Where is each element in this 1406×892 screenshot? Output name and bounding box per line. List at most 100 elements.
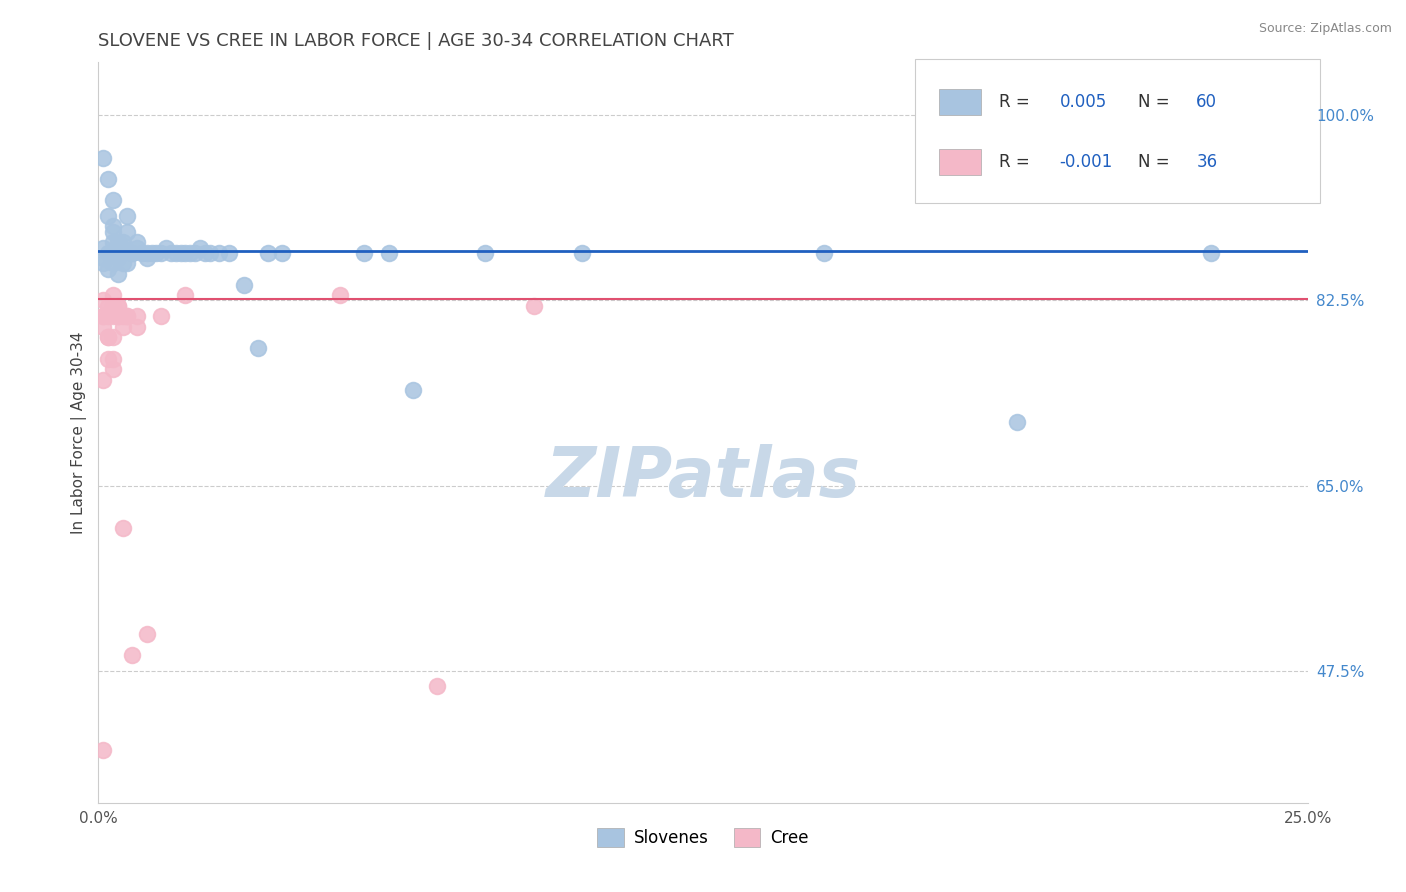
Text: N =: N = [1139, 93, 1175, 111]
Point [101, 235, 124, 250]
Point [101, 193, 124, 207]
Point [169, 245, 191, 260]
Point [111, 256, 134, 270]
Point [107, 267, 129, 281]
Point [107, 310, 129, 324]
Point [160, 245, 183, 260]
Point [117, 310, 139, 324]
FancyBboxPatch shape [915, 59, 1320, 203]
Point [377, 245, 399, 260]
Point [107, 310, 129, 324]
Text: N =: N = [1139, 153, 1175, 171]
Y-axis label: In Labor Force | Age 30-34: In Labor Force | Age 30-34 [72, 331, 87, 534]
Point [426, 680, 449, 694]
Point [91, 240, 114, 255]
Point [121, 245, 143, 260]
Point [91, 373, 114, 387]
Point [247, 341, 270, 355]
Point [174, 288, 197, 302]
Point [174, 245, 197, 260]
Point [107, 251, 129, 265]
Point [150, 310, 173, 324]
Point [131, 245, 153, 260]
Point [107, 310, 129, 324]
Point [97, 330, 120, 344]
Point [1199, 245, 1222, 260]
Point [97, 261, 120, 276]
Point [353, 245, 375, 260]
Point [256, 245, 278, 260]
Text: 60: 60 [1197, 93, 1218, 111]
Point [523, 299, 546, 313]
Point [474, 245, 496, 260]
Point [150, 245, 173, 260]
Text: SLOVENE VS CREE IN LABOR FORCE | AGE 30-34 CORRELATION CHART: SLOVENE VS CREE IN LABOR FORCE | AGE 30-… [98, 32, 734, 50]
Text: 0.005: 0.005 [1060, 93, 1107, 111]
Point [111, 310, 134, 324]
Point [1007, 415, 1029, 429]
Point [135, 251, 157, 265]
Point [402, 384, 425, 398]
Point [101, 351, 124, 366]
Legend: Slovenes, Cree: Slovenes, Cree [591, 822, 815, 854]
Point [121, 648, 143, 662]
Point [91, 251, 114, 265]
Point [107, 235, 129, 250]
Point [97, 171, 120, 186]
Point [97, 330, 120, 344]
Point [101, 219, 124, 234]
Point [97, 310, 120, 324]
Point [232, 277, 254, 292]
Point [179, 245, 201, 260]
Text: ZIPatlas: ZIPatlas [546, 443, 860, 510]
Point [127, 310, 149, 324]
FancyBboxPatch shape [939, 88, 981, 115]
Point [97, 245, 120, 260]
Text: R =: R = [1000, 93, 1035, 111]
Point [184, 245, 207, 260]
Point [111, 235, 134, 250]
Point [135, 245, 157, 260]
Point [571, 245, 593, 260]
Point [111, 521, 134, 535]
Point [101, 310, 124, 324]
Point [91, 310, 114, 324]
Point [91, 319, 114, 334]
Point [97, 351, 120, 366]
Text: 36: 36 [1197, 153, 1218, 171]
Point [127, 240, 149, 255]
Point [101, 245, 124, 260]
Point [111, 245, 134, 260]
Point [208, 245, 231, 260]
Text: R =: R = [1000, 153, 1035, 171]
Point [135, 626, 157, 640]
Point [91, 310, 114, 324]
Point [107, 299, 129, 313]
Point [117, 256, 139, 270]
Point [111, 240, 134, 255]
Point [155, 240, 177, 255]
Point [101, 256, 124, 270]
Point [165, 245, 187, 260]
Text: Source: ZipAtlas.com: Source: ZipAtlas.com [1258, 22, 1392, 36]
Point [271, 245, 294, 260]
Point [107, 240, 129, 255]
Point [107, 299, 129, 313]
Point [127, 319, 149, 334]
Text: -0.001: -0.001 [1060, 153, 1114, 171]
FancyBboxPatch shape [939, 150, 981, 176]
Point [117, 310, 139, 324]
Point [141, 245, 163, 260]
Point [218, 245, 240, 260]
Point [188, 240, 211, 255]
Point [101, 225, 124, 239]
Point [107, 245, 129, 260]
Point [813, 245, 835, 260]
Point [91, 293, 114, 308]
Point [91, 256, 114, 270]
Point [97, 209, 120, 223]
Point [117, 209, 139, 223]
Point [145, 245, 167, 260]
Point [198, 245, 221, 260]
Point [91, 743, 114, 757]
